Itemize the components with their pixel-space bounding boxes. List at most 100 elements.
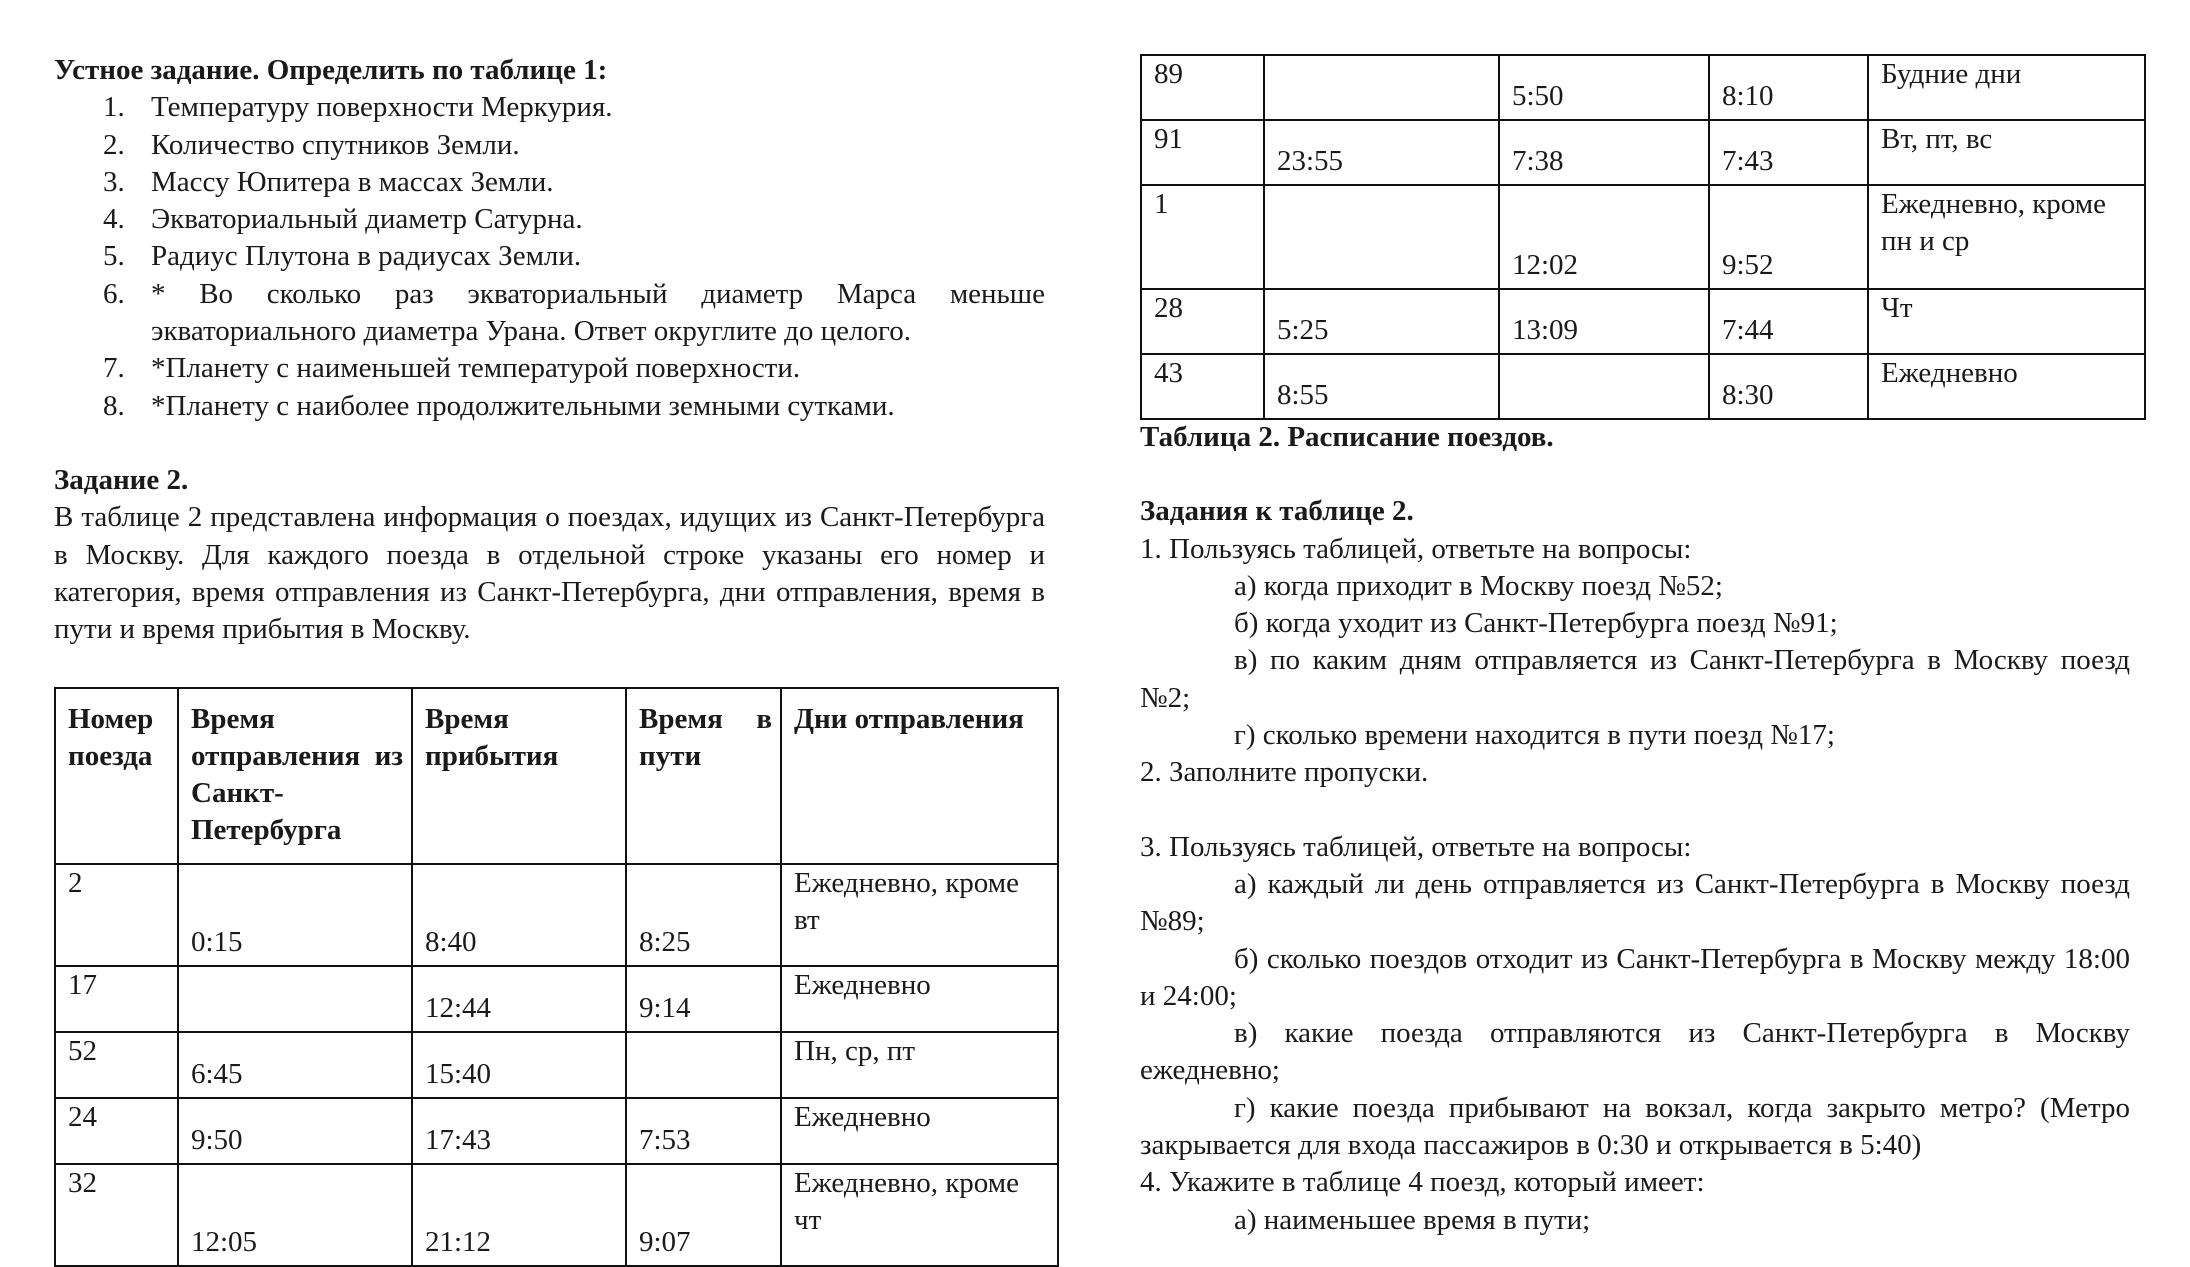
- list-item: 5. Радиус Плутона в радиусах Земли.: [54, 238, 1045, 275]
- table-cell: 12:05: [177, 1163, 413, 1267]
- table-cell: Ежедневно, кроме чт: [780, 1163, 1059, 1267]
- table-cell: 13:09: [1498, 288, 1710, 355]
- table-cell: 1: [1140, 184, 1265, 290]
- table-row: 91 23:55 7:38 7:43 Вт, пт, вс: [1140, 119, 2146, 186]
- list-text: Количество спутников Земли.: [151, 128, 520, 161]
- table-cell: Ежедневно: [780, 1097, 1059, 1165]
- table-cell: 12:02: [1498, 184, 1710, 290]
- list-item: 6. * Во сколько раз экваториальный диамет…: [54, 276, 1045, 351]
- list-number: 3.: [103, 165, 125, 198]
- table-cell: Вт, пт, вс: [1867, 119, 2146, 186]
- table-cell: [1263, 54, 1500, 121]
- table-cell: Ежедневно, кроме пн и ср: [1867, 184, 2146, 290]
- column-header: Время прибытия: [411, 687, 627, 865]
- table-cell: 89: [1140, 54, 1265, 121]
- table-row: 2 0:15 8:40 8:25 Ежедневно, кроме вт: [54, 863, 1059, 967]
- task-line: б) сколько поездов отходит из Санкт-Пете…: [1140, 942, 2130, 1012]
- table-row: 1 12:02 9:52 Ежедневно, кроме пн и ср: [1140, 184, 2146, 290]
- task2-heading: Задание 2.: [54, 463, 189, 496]
- table-cell: 24: [54, 1097, 179, 1165]
- table-cell: 17: [54, 965, 179, 1033]
- list-number: 6.: [103, 277, 125, 310]
- table-cell: 9:50: [177, 1097, 413, 1165]
- list-item: 8. *Планету с наиболее продолжительными з…: [54, 388, 1045, 425]
- table-cell: 9:07: [625, 1163, 782, 1267]
- task-line: б) когда уходит из Санкт-Петербурга поез…: [1234, 607, 1838, 640]
- column-header: Номер поезда: [54, 687, 179, 865]
- list-item: 4. Экваториальный диаметр Сатурна.: [54, 201, 1045, 238]
- table-cell: 52: [54, 1031, 179, 1099]
- task-line: в) по каким дням отправляется из Санкт-П…: [1140, 644, 2130, 714]
- column-header: Дни отправления: [780, 687, 1059, 865]
- table-cell: Ежедневно, кроме вт: [780, 863, 1059, 967]
- table-cell: 0:15: [177, 863, 413, 967]
- table-cell: 28: [1140, 288, 1265, 355]
- task-line: а) каждый ли день отправляется из Санкт-…: [1140, 867, 2130, 938]
- task2-paragraph: В таблице 2 представлена информация о по…: [54, 501, 1045, 646]
- list-text: Радиус Плутона в радиусах Земли.: [151, 240, 582, 273]
- table-cell: 5:50: [1498, 54, 1710, 121]
- list-text: Экваториальный диаметр Сатурна.: [151, 203, 583, 236]
- task-line: а) когда приходит в Москву поезд №52;: [1234, 569, 1723, 602]
- table2-caption: Таблица 2. Расписание поездов.: [1140, 421, 1554, 453]
- table-cell: 8:30: [1708, 353, 1869, 420]
- table-cell: Ежедневно: [1867, 353, 2146, 420]
- list-number: 8.: [103, 389, 125, 422]
- task-line: в) какие поезда отправляются из Санкт-Пе…: [1140, 1017, 2130, 1087]
- blank-line: [1140, 792, 2130, 829]
- table-cell: 15:40: [411, 1031, 627, 1099]
- table-row: 17 12:44 9:14 Ежедневно: [54, 965, 1059, 1033]
- left-column: Устное задание. Определить по таблице 1:…: [54, 52, 1045, 648]
- list-text: * Во сколько раз экваториальный диаметр …: [151, 277, 1045, 348]
- task-line: 4. Укажите в таблице 4 поезд, который им…: [1140, 1166, 1705, 1199]
- table-cell: 91: [1140, 119, 1265, 186]
- list-number: 7.: [103, 352, 125, 385]
- table-cell: [1498, 353, 1710, 420]
- task-line: 3. Пользуясь таблицей, ответьте на вопро…: [1140, 830, 1692, 863]
- table-cell: Пн, ср, пт: [780, 1031, 1059, 1099]
- table-cell: [177, 965, 413, 1033]
- table-cell: 9:14: [625, 965, 782, 1033]
- table-cell: Будние дни: [1867, 54, 2146, 121]
- column-header: Время отправления из Санкт-Петербурга: [177, 687, 413, 865]
- table-cell: 6:45: [177, 1031, 413, 1099]
- task-line: г) сколько времени находится в пути поез…: [1234, 719, 1835, 752]
- list-number: 1.: [103, 91, 125, 124]
- tasks-table2-heading: Задания к таблице 2.: [1140, 495, 1414, 528]
- table-cell: 23:55: [1263, 119, 1500, 186]
- list-item: 2. Количество спутников Земли.: [54, 127, 1045, 164]
- table-row: 52 6:45 15:40 Пн, ср, пт: [54, 1031, 1059, 1099]
- train-schedule-table-left: Номер поезда Время отправления из Санкт-П…: [54, 687, 1059, 1267]
- list-text: *Планету с наименьшей температурой повер…: [151, 352, 801, 385]
- table-cell: 7:44: [1708, 288, 1869, 355]
- table-cell: Ежедневно: [780, 965, 1059, 1033]
- table-row: 43 8:55 8:30 Ежедневно: [1140, 353, 2146, 420]
- table-cell: 8:55: [1263, 353, 1500, 420]
- table-cell: 8:10: [1708, 54, 1869, 121]
- table-cell: 2: [54, 863, 179, 967]
- table-cell: 8:25: [625, 863, 782, 967]
- table-cell: 17:43: [411, 1097, 627, 1165]
- task-line: г) какие поезда прибывают на вокзал, ког…: [1140, 1091, 2130, 1162]
- list-text: Массу Юпитера в массах Земли.: [151, 165, 554, 198]
- list-item: 7. *Планету с наименьшей температурой пов…: [54, 350, 1045, 387]
- table-cell: 43: [1140, 353, 1265, 420]
- table-cell: 32: [54, 1163, 179, 1267]
- list-item: 1. Температуру поверхности Меркурия.: [54, 89, 1045, 126]
- task-line: а) наименьшее время в пути;: [1234, 1203, 1591, 1236]
- task-line: 1. Пользуясь таблицей, ответьте на вопро…: [1140, 532, 1692, 565]
- oral-task-heading: Устное задание. Определить по таблице 1:: [54, 54, 608, 86]
- list-number: 5.: [103, 240, 125, 273]
- oral-task-list: 1. Температуру поверхности Меркурия. 2. Кол…: [54, 89, 1045, 425]
- table-cell: Чт: [1867, 288, 2146, 355]
- table-cell: 12:44: [411, 965, 627, 1033]
- list-text: Температуру поверхности Меркурия.: [151, 91, 613, 124]
- list-number: 2.: [103, 128, 125, 161]
- tasks-table2-list: 1. Пользуясь таблицей, ответьте на вопро…: [1140, 531, 2130, 1239]
- header-row: Номер поезда Время отправления из Санкт-П…: [54, 687, 1059, 865]
- right-column: Таблица 2. Расписание поездов. Задания к…: [1140, 419, 2130, 1239]
- table-cell: 8:40: [411, 863, 627, 967]
- table-cell: 7:38: [1498, 119, 1710, 186]
- table-row: 28 5:25 13:09 7:44 Чт: [1140, 288, 2146, 355]
- table-cell: 7:43: [1708, 119, 1869, 186]
